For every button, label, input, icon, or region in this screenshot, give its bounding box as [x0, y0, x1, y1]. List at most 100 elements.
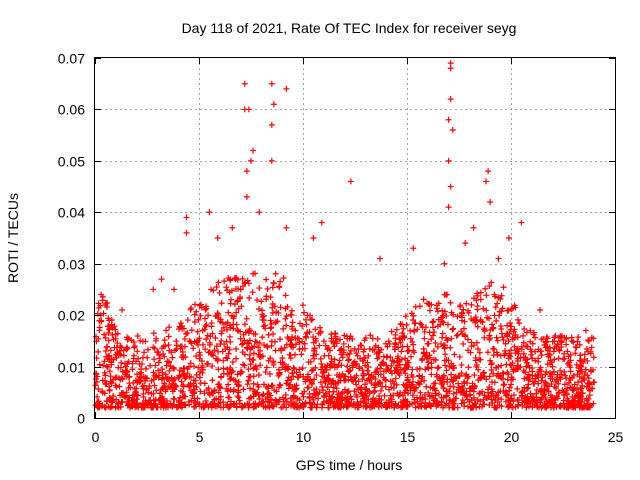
data-point — [227, 364, 234, 371]
data-point — [516, 320, 523, 327]
data-point — [196, 302, 203, 309]
data-point — [524, 400, 531, 407]
data-point — [215, 348, 222, 355]
data-point — [259, 307, 266, 314]
data-point — [570, 372, 577, 379]
data-point — [234, 326, 241, 333]
data-point — [256, 305, 263, 312]
data-point — [385, 399, 392, 406]
data-point — [157, 390, 164, 397]
data-point — [528, 351, 535, 358]
data-point — [298, 351, 305, 358]
data-point — [388, 398, 395, 405]
data-point — [402, 355, 409, 362]
data-point — [518, 343, 525, 350]
data-point — [311, 390, 318, 397]
data-point — [169, 388, 176, 395]
data-point — [335, 379, 342, 386]
data-point — [112, 326, 119, 333]
data-point — [194, 328, 201, 335]
data-point — [542, 380, 549, 387]
data-point — [514, 396, 521, 403]
data-point — [267, 294, 274, 301]
data-point — [542, 403, 549, 410]
data-point — [177, 320, 184, 327]
data-point — [276, 396, 283, 403]
data-point — [473, 339, 480, 346]
data-point — [576, 373, 583, 380]
data-point — [410, 341, 417, 348]
data-point — [191, 319, 198, 326]
x-tick-label: 5 — [196, 429, 204, 445]
data-point — [428, 402, 435, 409]
data-point — [529, 340, 536, 347]
data-point — [239, 283, 246, 290]
data-point — [202, 346, 209, 353]
data-point — [102, 377, 109, 384]
data-point — [504, 307, 511, 314]
data-point — [567, 357, 574, 364]
data-point — [223, 402, 230, 409]
data-point — [449, 365, 456, 372]
data-point-peak — [582, 327, 589, 334]
data-point — [200, 341, 207, 348]
data-point — [196, 401, 203, 408]
y-tick-label: 0 — [77, 411, 85, 427]
data-point — [388, 328, 395, 335]
data-point — [161, 380, 168, 387]
data-point — [205, 312, 212, 319]
data-point — [311, 355, 318, 362]
data-point — [430, 348, 437, 355]
data-point — [486, 332, 493, 339]
data-point — [287, 395, 294, 402]
data-point — [454, 331, 461, 338]
data-point — [159, 366, 166, 373]
data-point — [524, 343, 531, 350]
y-tick-label: 0.04 — [58, 205, 85, 221]
data-point — [400, 325, 407, 332]
data-point — [417, 389, 424, 396]
data-point — [225, 394, 232, 401]
data-point — [440, 385, 447, 392]
data-point — [172, 347, 179, 354]
data-point — [334, 396, 341, 403]
data-point — [366, 345, 373, 352]
data-point — [560, 397, 567, 404]
data-point — [212, 313, 219, 320]
data-point — [312, 326, 319, 333]
data-point — [413, 394, 420, 401]
data-point — [492, 293, 499, 300]
data-point — [511, 326, 518, 333]
data-point — [125, 384, 132, 391]
data-point — [167, 363, 174, 370]
data-point — [106, 326, 113, 333]
data-point — [170, 395, 177, 402]
data-point — [544, 400, 551, 407]
data-point — [184, 370, 191, 377]
data-point — [532, 348, 539, 355]
data-point — [130, 339, 137, 346]
data-point — [583, 383, 590, 390]
data-point — [258, 399, 265, 406]
data-point — [520, 339, 527, 346]
data-point — [187, 387, 194, 394]
data-point — [476, 356, 483, 363]
data-point — [401, 367, 408, 374]
data-point — [180, 382, 187, 389]
data-point — [110, 356, 117, 363]
data-point — [185, 381, 192, 388]
data-point — [493, 334, 500, 341]
data-point-peak — [206, 209, 213, 216]
data-point — [409, 392, 416, 399]
data-point — [404, 376, 411, 383]
data-point — [223, 354, 230, 361]
data-point — [468, 315, 475, 322]
data-point — [428, 336, 435, 343]
data-point — [364, 367, 371, 374]
data-point — [102, 348, 109, 355]
data-point — [273, 319, 279, 326]
data-point — [473, 361, 480, 368]
data-point-peak — [250, 147, 257, 154]
data-point — [446, 388, 453, 395]
data-point — [405, 390, 412, 397]
